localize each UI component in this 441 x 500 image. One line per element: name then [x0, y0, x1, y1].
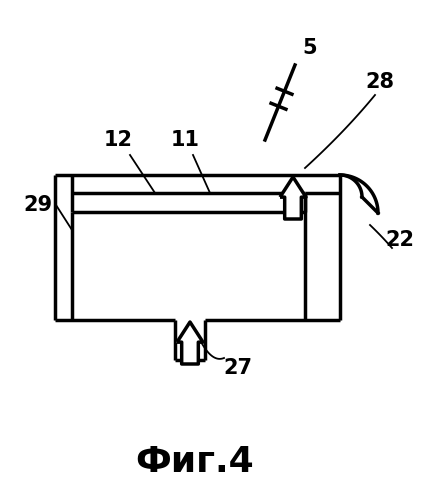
- Text: 22: 22: [385, 230, 415, 250]
- Text: 11: 11: [171, 130, 199, 150]
- Polygon shape: [177, 322, 203, 364]
- Text: Фиг.4: Фиг.4: [136, 445, 254, 479]
- Text: 12: 12: [104, 130, 132, 150]
- Polygon shape: [280, 177, 306, 219]
- Text: 27: 27: [224, 358, 253, 378]
- Text: 29: 29: [23, 195, 52, 215]
- Text: 28: 28: [366, 72, 395, 92]
- Text: 5: 5: [303, 38, 318, 58]
